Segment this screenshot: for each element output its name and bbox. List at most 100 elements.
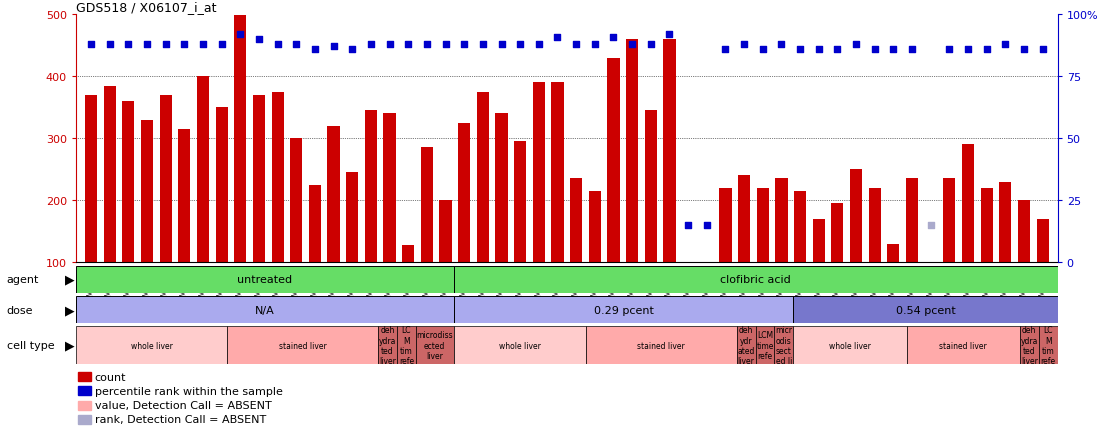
Bar	[999, 182, 1012, 324]
Bar	[645, 111, 657, 324]
Text: clofibric acid: clofibric acid	[720, 275, 790, 284]
Text: 0.29 pcent: 0.29 pcent	[594, 305, 653, 315]
Bar	[888, 244, 900, 324]
Text: micr
odis
sect
ed li: micr odis sect ed li	[776, 326, 793, 365]
Text: dose: dose	[7, 305, 34, 315]
Bar	[216, 108, 228, 324]
Point	[138, 41, 155, 48]
Bar	[701, 306, 713, 324]
Text: agent: agent	[7, 275, 39, 284]
Bar	[272, 92, 284, 324]
Point	[455, 41, 473, 48]
Bar	[906, 179, 918, 324]
Bar	[794, 296, 1058, 323]
Bar	[454, 296, 794, 323]
Bar	[454, 326, 586, 365]
Bar	[1020, 326, 1039, 365]
Point	[287, 41, 305, 48]
Bar	[850, 170, 862, 324]
Text: value, Detection Call = ABSENT: value, Detection Call = ABSENT	[95, 400, 272, 410]
Bar	[309, 185, 321, 324]
Point	[157, 41, 174, 48]
Point	[195, 41, 212, 48]
Text: ▶: ▶	[65, 339, 75, 352]
Bar	[141, 120, 153, 324]
Bar	[364, 111, 377, 324]
Point	[474, 41, 492, 48]
Text: 0.54 pcent: 0.54 pcent	[896, 305, 956, 315]
Text: microdiss
ected
liver: microdiss ected liver	[416, 331, 453, 360]
Point	[586, 41, 604, 48]
Point	[567, 41, 585, 48]
Bar	[813, 219, 825, 324]
Point	[530, 41, 548, 48]
Point	[1034, 46, 1052, 53]
Bar	[76, 266, 454, 293]
Bar	[397, 326, 416, 365]
Point	[828, 46, 846, 53]
Bar	[719, 188, 731, 324]
Point	[736, 41, 754, 48]
Bar	[961, 145, 974, 324]
Text: stained liver: stained liver	[637, 341, 685, 350]
Point	[884, 46, 902, 53]
Bar	[794, 191, 806, 324]
Text: ▶: ▶	[65, 273, 75, 286]
Point	[437, 41, 455, 48]
Bar	[1036, 219, 1049, 324]
Bar	[416, 326, 454, 365]
Bar	[832, 204, 843, 324]
Point	[549, 34, 567, 41]
Bar	[775, 326, 794, 365]
Bar	[227, 326, 378, 365]
Bar	[76, 326, 227, 365]
Bar	[78, 372, 91, 381]
Point	[623, 41, 641, 48]
Bar	[907, 326, 1020, 365]
Bar	[78, 401, 91, 410]
Text: deh
ydr
ated
liver: deh ydr ated liver	[738, 326, 755, 365]
Bar	[776, 179, 787, 324]
Bar	[378, 326, 397, 365]
Point	[212, 41, 230, 48]
Text: LCM
time
refe: LCM time refe	[757, 331, 774, 360]
Bar	[589, 191, 600, 324]
Bar	[607, 59, 619, 324]
Bar	[495, 114, 508, 324]
Point	[754, 46, 771, 53]
Bar	[737, 326, 756, 365]
Text: whole liver: whole liver	[830, 341, 871, 350]
Point	[380, 41, 398, 48]
Point	[642, 41, 660, 48]
Text: whole liver: whole liver	[499, 341, 541, 350]
Bar	[85, 95, 97, 324]
Point	[698, 222, 716, 229]
Text: whole liver: whole liver	[131, 341, 172, 350]
Bar	[76, 296, 454, 323]
Bar	[402, 245, 415, 324]
Bar	[980, 188, 993, 324]
Point	[847, 41, 865, 48]
Point	[343, 46, 361, 53]
Text: deh
ydra
ted
liver: deh ydra ted liver	[1021, 326, 1038, 365]
Point	[399, 41, 417, 48]
Point	[959, 46, 977, 53]
Bar	[757, 188, 769, 324]
Bar	[78, 415, 91, 424]
Point	[940, 46, 958, 53]
Point	[418, 41, 436, 48]
Bar	[234, 16, 246, 324]
Point	[120, 41, 138, 48]
Bar	[944, 179, 956, 324]
Point	[792, 46, 809, 53]
Bar	[78, 386, 91, 395]
Point	[362, 41, 380, 48]
Bar	[533, 83, 544, 324]
Point	[231, 32, 249, 39]
Point	[493, 41, 511, 48]
Bar	[197, 77, 209, 324]
Bar	[1039, 326, 1058, 365]
Point	[809, 46, 827, 53]
Bar	[925, 306, 937, 324]
Bar	[663, 40, 675, 324]
